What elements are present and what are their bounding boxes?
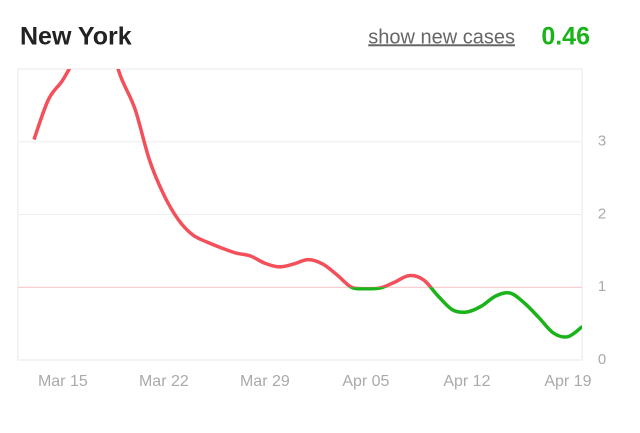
y-tick-label: 0 xyxy=(598,351,606,368)
y-tick-label: 3 xyxy=(598,133,606,150)
x-tick-label: Apr 12 xyxy=(443,373,490,390)
x-tick-label: Mar 15 xyxy=(38,373,88,390)
current-value: 0.46 xyxy=(541,23,590,51)
chart-title: New York xyxy=(20,23,132,51)
y-tick-label: 1 xyxy=(598,278,606,295)
rt-line xyxy=(32,69,433,288)
x-tick-label: Mar 29 xyxy=(240,373,290,390)
y-tick-label: 2 xyxy=(598,205,606,222)
x-tick-label: Apr 19 xyxy=(544,373,591,390)
x-tick-label: Apr 05 xyxy=(342,373,389,390)
x-tick-label: Mar 22 xyxy=(139,373,189,390)
rt-line xyxy=(348,287,582,339)
line-group xyxy=(32,69,582,339)
show-new-cases-link[interactable]: show new cases xyxy=(368,26,515,48)
